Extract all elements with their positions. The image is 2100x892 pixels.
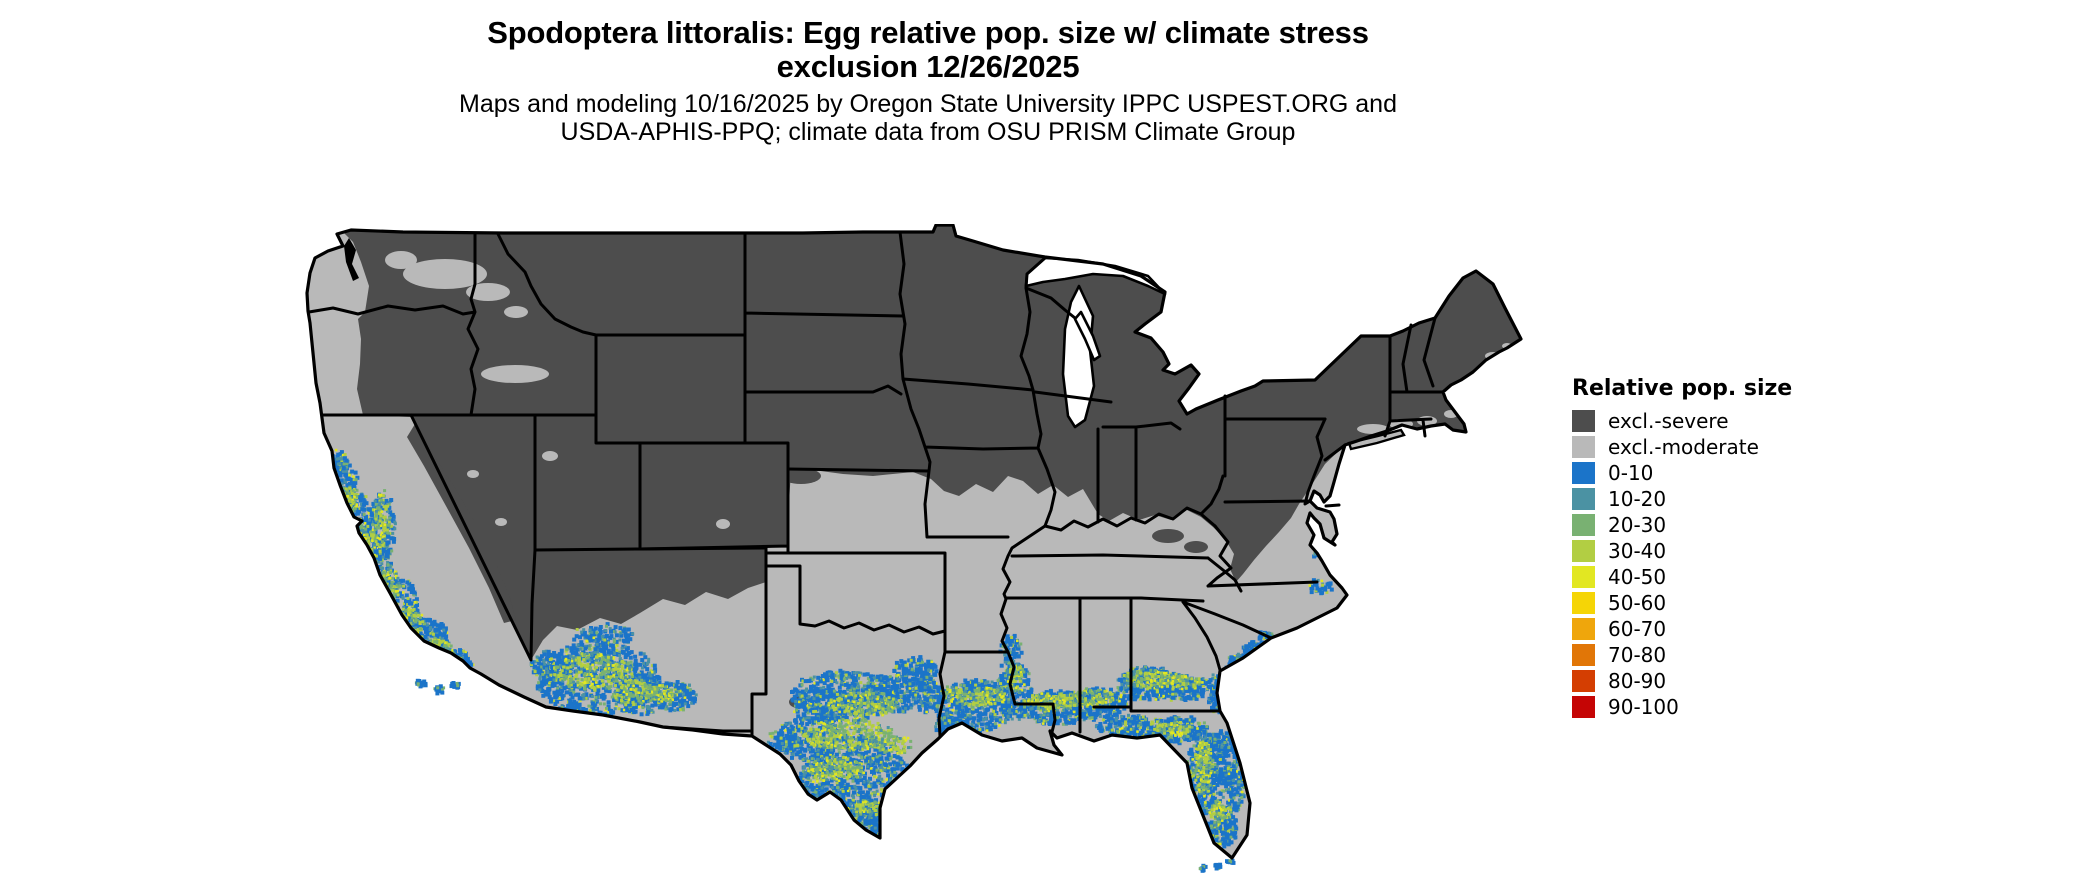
legend-item-1: excl.-moderate [1572, 436, 1792, 458]
subtitle-line-1: Maps and modeling 10/16/2025 by Oregon S… [459, 90, 1397, 118]
us-map [305, 224, 1523, 873]
state-borders-plains [638, 230, 1057, 738]
legend-swatch [1572, 618, 1595, 640]
page-title: Spodoptera littoralis: Egg relative pop.… [300, 16, 1556, 84]
legend-swatch [1572, 436, 1595, 458]
legend-swatch [1572, 410, 1595, 432]
title-line-2: exclusion 12/26/2025 [776, 49, 1080, 84]
severe-patch [1152, 529, 1184, 543]
subtitle-line-2: USDA-APHIS-PPQ; climate data from OSU PR… [560, 118, 1296, 146]
legend-swatch [1572, 540, 1595, 562]
legend-label: 80-90 [1608, 669, 1667, 693]
legend-label: 90-100 [1608, 695, 1679, 719]
legend-label: 20-30 [1608, 513, 1667, 537]
state-borders-west [307, 232, 790, 662]
legend-swatch [1572, 644, 1595, 666]
legend-item-0: excl.-severe [1572, 410, 1792, 432]
moderate-patch [481, 365, 549, 383]
legend-label: 40-50 [1608, 565, 1667, 589]
long-island [1347, 428, 1406, 451]
state-borders-south [937, 524, 1319, 738]
legend-item-11: 90-100 [1572, 696, 1792, 718]
legend-item-8: 60-70 [1572, 618, 1792, 640]
moderate-patch [542, 451, 558, 461]
moderate-patch [385, 251, 417, 269]
legend-swatch [1572, 462, 1595, 484]
moderate-patch [403, 259, 487, 289]
legend-label: 10-20 [1608, 487, 1667, 511]
legend-item-9: 70-80 [1572, 644, 1792, 666]
legend-label: 0-10 [1608, 461, 1654, 485]
moderate-patch [504, 306, 528, 318]
legend-swatch [1572, 566, 1595, 588]
moderate-patch [716, 519, 730, 529]
legend-swatch [1572, 670, 1595, 692]
legend-swatch [1572, 488, 1595, 510]
legend-title: Relative pop. size [1572, 376, 1793, 401]
legend-item-2: 0-10 [1572, 462, 1792, 484]
legend-swatch [1572, 514, 1595, 536]
legend-item-7: 50-60 [1572, 592, 1792, 614]
legend-item-4: 20-30 [1572, 514, 1792, 536]
legend-swatch [1572, 592, 1595, 614]
legend-label: 30-40 [1608, 539, 1667, 563]
legend-item-3: 10-20 [1572, 488, 1792, 510]
legend-label: excl.-severe [1608, 409, 1729, 433]
moderate-patch [467, 470, 479, 478]
severe-patch [781, 468, 821, 484]
subtitle: Maps and modeling 10/16/2025 by Oregon S… [300, 90, 1556, 146]
legend-label: excl.-moderate [1608, 435, 1759, 459]
severe-patch [1184, 541, 1208, 553]
island-speckles [414, 678, 1236, 873]
legend-item-5: 30-40 [1572, 540, 1792, 562]
population-band-speckles [336, 485, 1228, 827]
moderate-patch [495, 518, 507, 526]
title-line-1: Spodoptera littoralis: Egg relative pop.… [487, 15, 1369, 50]
legend-label: 60-70 [1608, 617, 1667, 641]
state-borders-midwest [1019, 256, 1327, 532]
legend: Relative pop. size excl.-severe excl.-mod… [1572, 376, 1792, 722]
legend-label: 50-60 [1608, 591, 1667, 615]
moderate-patch [466, 283, 510, 301]
legend-label: 70-80 [1608, 643, 1667, 667]
puget-sound [344, 238, 359, 281]
legend-swatch [1572, 696, 1595, 718]
legend-rows: excl.-severe excl.-moderate 0-10 10-20 20-30… [1572, 410, 1792, 718]
legend-item-6: 40-50 [1572, 566, 1792, 588]
legend-item-10: 80-90 [1572, 670, 1792, 692]
